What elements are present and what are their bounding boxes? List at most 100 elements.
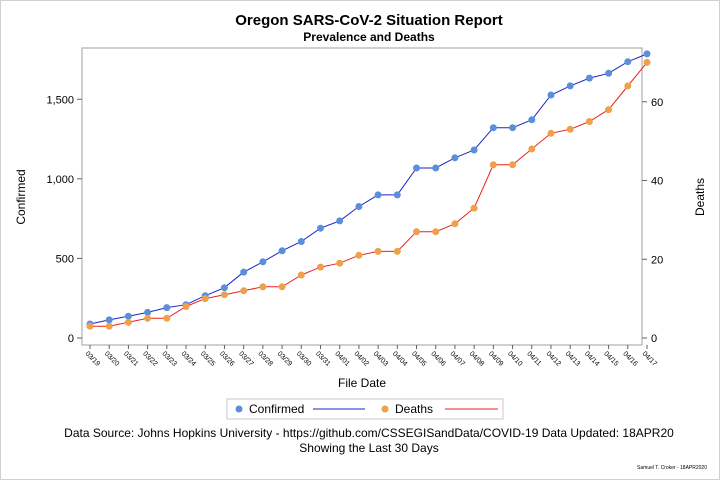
confirmed-series-line [89,53,648,325]
x-tick-label: 04/16 [621,350,638,367]
deaths-point [182,303,190,310]
deaths-series-line [90,62,648,327]
x-tick-label: 03/24 [180,350,197,367]
confirmed-point [624,58,632,66]
x-tick-label: 03/19 [84,350,101,367]
confirmed-point [470,146,478,154]
deaths-point [393,247,401,255]
confirmed-point [566,82,574,90]
x-tick-label: 03/31 [314,350,331,367]
legend-deaths-label: Deaths [395,402,433,416]
confirmed-point [144,308,152,316]
deaths-point [163,314,171,322]
confirmed-point [547,91,555,99]
deaths-point [605,106,613,114]
confirmed-point [585,74,593,82]
y-axis-right-label: Deaths [693,178,707,216]
deaths-point [105,322,113,330]
series-lines [89,53,648,327]
confirmed-point [374,191,382,199]
confirmed-point [643,50,651,58]
confirmed-point [605,69,613,77]
deaths-point [566,125,574,133]
left-tick-label: 0 [68,333,74,345]
deaths-point [124,318,132,326]
confirmed-point [105,316,113,324]
chart-subtitle: Prevalence and Deaths [303,30,435,44]
right-axis-ticks: 0 20 40 60 [642,97,663,345]
deaths-point [413,228,420,236]
confirmed-point [489,124,497,132]
x-axis-ticks: 03/19 03/20 03/21 03/22 03/23 03/24 03/25 03/26… [84,345,658,368]
x-tick-label: 03/26 [218,350,235,367]
x-tick-label: 04/06 [429,350,446,367]
x-tick-label: 03/25 [199,350,216,367]
time-window-note: Showing the Last 30 Days [299,441,438,455]
right-tick-label: 60 [651,97,663,109]
y-axis-left-label: Confirmed [14,169,28,224]
x-tick-label: 04/10 [506,350,523,367]
deaths-point [144,314,152,322]
deaths-point [489,161,497,169]
deaths-point [643,58,651,66]
confirmed-point [240,268,248,276]
deaths-point [86,322,94,330]
x-tick-label: 04/11 [525,350,542,367]
legend-confirmed-marker [235,405,243,413]
left-tick-label: 1,000 [46,174,74,186]
x-tick-label: 03/30 [295,350,312,367]
confirmed-point [393,191,401,199]
x-tick-label: 03/29 [276,350,293,367]
x-tick-label: 04/15 [602,350,619,367]
deaths-point [278,283,286,291]
x-tick-label: 04/09 [487,350,504,367]
deaths-point [470,204,478,212]
confirmed-point [509,124,517,132]
x-tick-label: 04/02 [352,350,369,367]
x-tick-label: 04/01 [333,350,350,367]
confirmed-point [124,312,132,320]
x-tick-label: 03/22 [141,350,158,367]
deaths-point [259,283,267,291]
left-axis-ticks: 0 500 1,000 1,500 [46,94,82,345]
x-tick-label: 04/14 [583,350,600,367]
confirmed-point [259,258,267,266]
confirmed-point [163,304,171,312]
legend-deaths-marker [381,405,389,413]
confirmed-point [528,116,536,124]
series-points [86,50,651,330]
x-tick-label: 04/07 [449,350,466,367]
deaths-point [374,247,382,255]
deaths-point [240,287,248,295]
deaths-point [624,82,632,90]
x-tick-label: 03/27 [237,350,254,367]
deaths-point [509,161,517,169]
left-tick-label: 500 [56,253,74,265]
x-tick-label: 03/21 [122,350,139,367]
legend-confirmed-label: Confirmed [249,402,304,416]
x-tick-label: 04/12 [545,350,562,367]
confirmed-point [451,154,459,162]
plot-area [81,47,643,346]
x-tick-label: 03/23 [160,350,177,367]
confirmed-point [355,203,363,210]
deaths-point [336,259,344,267]
right-tick-label: 20 [651,254,663,266]
deaths-point [451,220,459,228]
right-tick-label: 40 [651,176,663,188]
confirmed-point [278,247,286,255]
deaths-point [297,271,305,279]
x-tick-label: 04/03 [372,350,389,367]
deaths-point [317,263,324,271]
confirmed-point [297,238,305,245]
x-tick-label: 04/04 [391,350,408,367]
deaths-point [201,295,209,303]
confirmed-point [432,164,440,172]
left-tick-label: 1,500 [46,94,74,106]
x-tick-label: 04/05 [410,350,427,367]
x-tick-label: 04/17 [641,350,658,367]
deaths-point [220,291,228,299]
deaths-point [547,129,555,137]
